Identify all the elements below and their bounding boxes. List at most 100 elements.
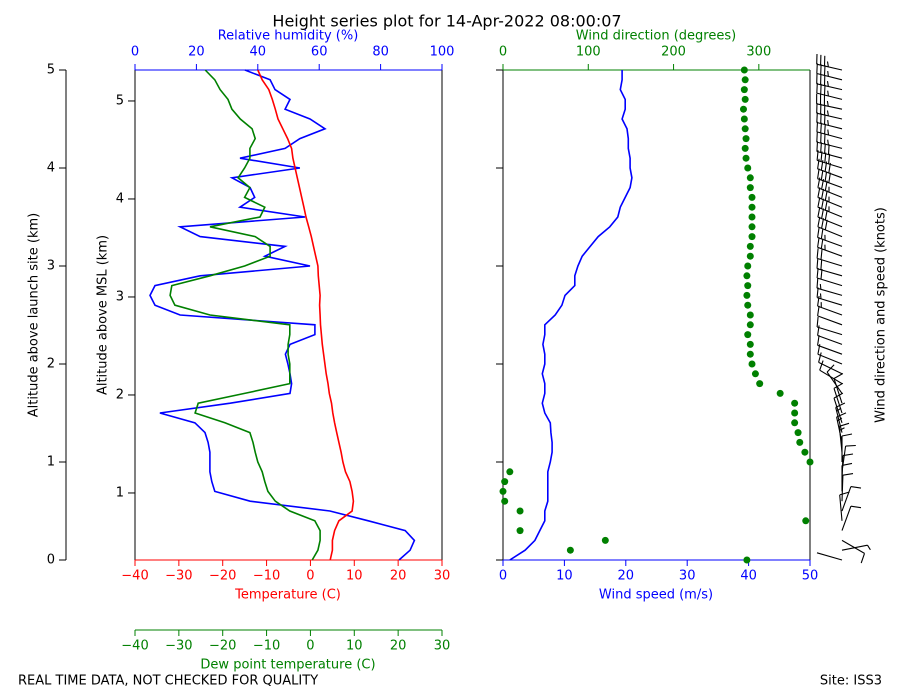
wind-direction-point — [746, 242, 754, 250]
x-tick-label: 20 — [390, 639, 407, 654]
y2-tick-label: 4 — [116, 191, 124, 206]
x-tick-label: 10 — [556, 569, 573, 584]
y2-tick-label: 5 — [116, 93, 124, 108]
x-tick-label: 0 — [306, 569, 314, 584]
y-axis-label: Altitude above launch site (km) — [27, 213, 42, 417]
wind-direction-point — [501, 497, 509, 505]
wind-direction-point — [751, 370, 759, 378]
wind-speed-axis-label: Wind speed (m/s) — [599, 588, 713, 603]
chart-title: Height series plot for 14-Apr-2022 08:00… — [272, 12, 621, 31]
wind-direction-point — [744, 331, 752, 339]
wind-direction-point — [802, 517, 810, 525]
x-tick-label: 40 — [740, 569, 757, 584]
wind-direction-point — [740, 86, 748, 94]
x-tick-label: −20 — [209, 639, 236, 654]
wind-direction-point — [744, 262, 752, 270]
wind-barb — [841, 544, 871, 551]
x-tick-label: −10 — [253, 569, 280, 584]
x-tick-label: 0 — [499, 569, 507, 584]
x-tick-label: 30 — [434, 639, 451, 654]
wind-direction-point — [748, 223, 756, 231]
wind-barb — [833, 382, 844, 414]
x-tick-label: 60 — [311, 45, 328, 60]
wind-barb — [816, 102, 843, 120]
wind-barb — [841, 486, 862, 512]
x-tick-label: 200 — [661, 45, 686, 60]
footer-right: Site: ISS3 — [820, 674, 882, 689]
x-tick-label: 40 — [250, 45, 267, 60]
wind-barb — [841, 444, 856, 472]
wind-barb — [817, 305, 843, 326]
x-tick-label: 0 — [306, 639, 314, 654]
wind-barb — [817, 187, 843, 208]
temperature-axis-label: Temperature (C) — [234, 588, 341, 603]
wind-barb — [817, 237, 843, 257]
wind-barb — [817, 335, 843, 355]
dew-point-line — [169, 69, 321, 561]
wind-direction-point — [746, 252, 754, 260]
wind-barb — [816, 248, 843, 267]
wind-direction-point — [748, 213, 756, 221]
wind-direction-point — [744, 164, 752, 172]
x-tick-label: 20 — [188, 45, 205, 60]
wind-direction-point — [791, 399, 799, 407]
wind-speed-line — [509, 70, 633, 561]
wind-direction-point — [743, 556, 751, 564]
wind-direction-point — [791, 409, 799, 417]
wind-barb — [816, 131, 843, 149]
wind-direction-point — [566, 546, 574, 554]
x-tick-label: 10 — [346, 569, 363, 584]
x-tick-label: 100 — [576, 45, 601, 60]
wind-direction-point — [740, 115, 748, 123]
wind-direction-point — [748, 233, 756, 241]
wind-direction-point — [746, 311, 754, 319]
wind-direction-point — [748, 203, 756, 211]
wind-direction-point — [796, 438, 804, 446]
wind-barb — [816, 552, 843, 561]
x-tick-label: 30 — [679, 569, 696, 584]
wind-barb — [817, 168, 843, 189]
wind-direction-point — [506, 468, 514, 476]
wind-direction-point — [746, 174, 754, 182]
wind-direction-point — [746, 340, 754, 348]
wind-direction-point — [794, 429, 802, 437]
y2-tick-label: 3 — [116, 289, 124, 304]
y2-axis-label: Altitude above MSL (km) — [96, 235, 111, 395]
y-tick-label: 2 — [47, 357, 55, 372]
x-tick-label: 0 — [131, 45, 139, 60]
wind-barb — [833, 373, 844, 404]
temperature-line — [257, 69, 355, 561]
wind-direction-point — [801, 448, 809, 456]
x-tick-label: 0 — [499, 45, 507, 60]
wind-direction-point — [516, 527, 524, 535]
wind-barb — [841, 539, 866, 564]
wind-barb — [833, 392, 844, 423]
wind-direction-point — [739, 105, 747, 113]
wind-barb — [817, 158, 843, 179]
wind-barb — [816, 150, 843, 169]
x-tick-label: 50 — [802, 569, 819, 584]
y2-tick-label: 1 — [116, 485, 124, 500]
wind-barb — [817, 216, 843, 238]
wind-direction-point — [756, 380, 764, 388]
wind-direction-point — [791, 419, 799, 427]
wind-barb — [841, 505, 862, 531]
wind-direction-point — [744, 301, 752, 309]
wind-barb — [816, 267, 843, 287]
x-tick-label: 80 — [372, 45, 389, 60]
wind-direction-point — [746, 184, 754, 192]
wind-direction-point — [741, 144, 749, 152]
relative-humidity-axis-label: Relative humidity (%) — [218, 29, 359, 44]
wind-barb — [817, 177, 843, 198]
wind-direction-point — [741, 95, 749, 103]
x-tick-label: 30 — [434, 569, 451, 584]
wind-direction-point — [741, 125, 749, 133]
x-tick-label: −10 — [253, 639, 280, 654]
y2-tick-label: 2 — [116, 387, 124, 402]
x-tick-label: −30 — [165, 569, 192, 584]
wind-barb — [816, 112, 843, 130]
wind-direction-point — [516, 507, 524, 515]
y-tick-label: 0 — [47, 553, 55, 568]
wind-direction-point — [748, 360, 756, 368]
x-tick-label: 20 — [618, 569, 635, 584]
